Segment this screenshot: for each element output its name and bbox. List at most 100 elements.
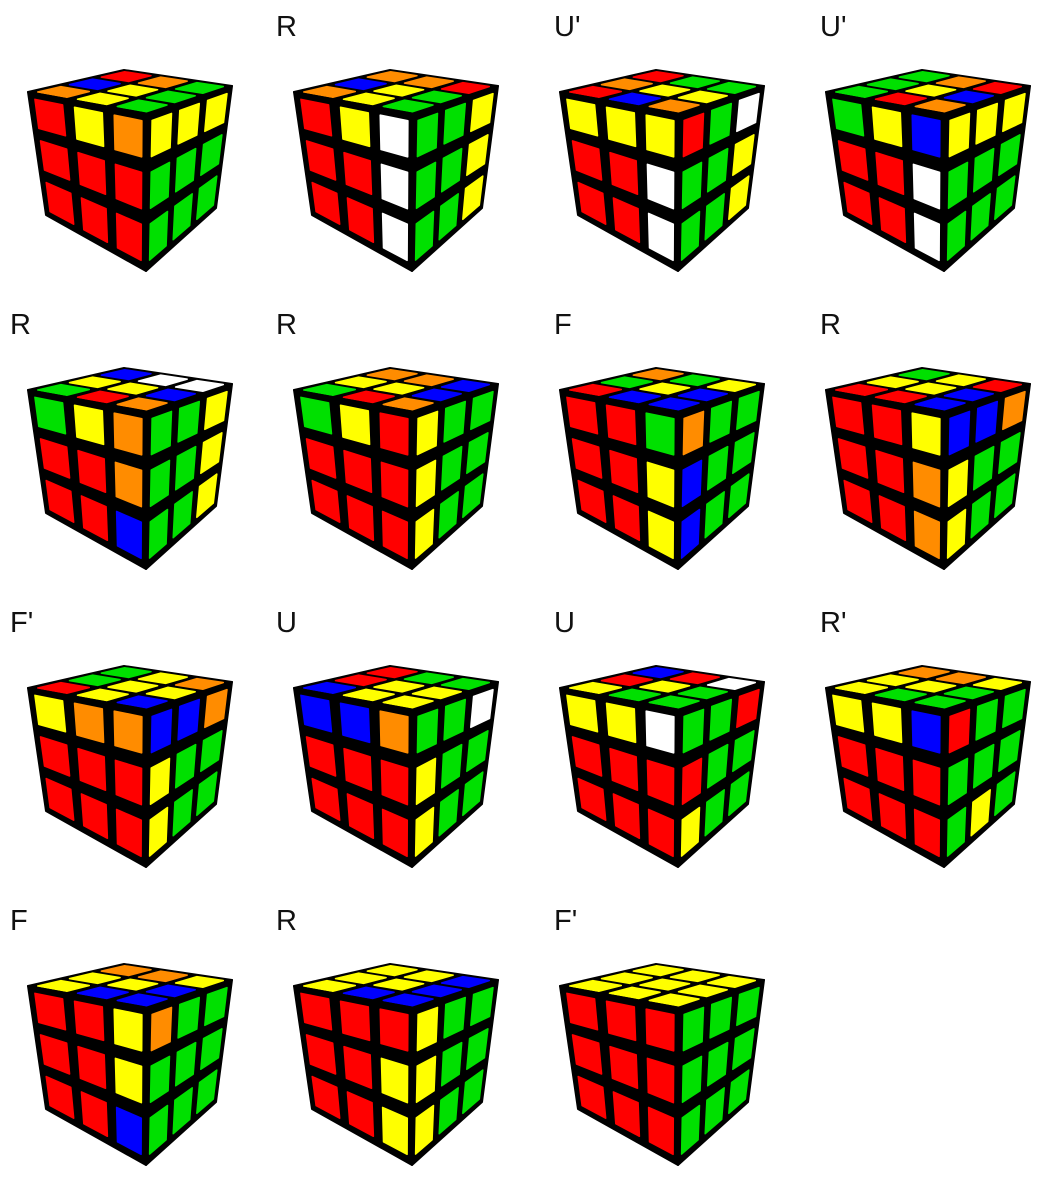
top-sticker: [632, 70, 684, 83]
top-sticker: [600, 78, 653, 91]
right-sticker: [728, 771, 750, 817]
right-sticker: [440, 1041, 463, 1087]
front-sticker: [913, 510, 941, 560]
top-sticker: [403, 76, 454, 89]
right-sticker: [732, 134, 755, 177]
top-sticker: [342, 390, 395, 404]
right-sticker: [970, 789, 991, 837]
right-sticker: [975, 698, 999, 741]
front-sticker: [379, 412, 409, 456]
right-sticker: [1002, 688, 1026, 729]
right-sticker: [196, 1069, 218, 1115]
front-sticker: [646, 759, 675, 806]
right-sticker: [709, 400, 733, 443]
top-sticker: [568, 681, 623, 695]
top-sticker: [677, 388, 728, 402]
right-sticker: [200, 432, 223, 475]
right-sticker: [972, 743, 995, 789]
front-sticker: [912, 163, 941, 210]
top-sticker: [76, 92, 129, 106]
top-sticker: [639, 84, 691, 97]
right-sticker: [416, 112, 439, 158]
front-sticker: [832, 396, 865, 435]
front-sticker: [39, 736, 71, 777]
front-sticker: [837, 438, 869, 479]
right-sticker: [438, 789, 459, 837]
right-sticker: [414, 806, 435, 857]
top-sticker: [366, 368, 418, 381]
right-sticker: [440, 147, 463, 193]
front-sticker: [73, 404, 105, 446]
top-sticker: [440, 677, 491, 691]
cube-step: U': [820, 11, 1031, 272]
front-sticker: [911, 114, 941, 158]
top-sticker: [632, 666, 684, 679]
right-sticker: [709, 698, 733, 741]
top-sticker: [600, 376, 653, 389]
right-sticker: [196, 175, 218, 221]
front-sticker: [113, 114, 143, 158]
right-sticker: [946, 806, 967, 857]
top-sticker: [373, 978, 425, 991]
right-sticker: [415, 459, 437, 508]
right-sticker: [148, 210, 169, 261]
top-sticker: [972, 81, 1023, 95]
right-sticker: [172, 491, 193, 539]
front-sticker: [871, 106, 903, 148]
front-sticker: [114, 1057, 143, 1104]
top-sticker: [905, 84, 957, 97]
top-sticker: [366, 964, 418, 977]
top-sticker: [302, 979, 357, 993]
top-sticker: [342, 688, 395, 702]
right-sticker: [443, 698, 467, 741]
right-sticker: [177, 400, 201, 443]
front-sticker: [832, 694, 865, 733]
right-sticker: [470, 390, 494, 431]
top-sticker: [440, 975, 491, 989]
right-sticker: [972, 147, 995, 193]
right-sticker: [680, 508, 701, 559]
top-sticker: [600, 972, 653, 985]
top-sticker: [972, 677, 1023, 691]
front-sticker: [77, 747, 107, 792]
front-sticker: [115, 510, 143, 560]
right-sticker: [994, 473, 1016, 519]
front-sticker: [878, 793, 907, 840]
right-sticker: [415, 161, 437, 210]
top-sticker: [648, 99, 700, 113]
front-sticker: [837, 736, 869, 777]
right-sticker: [438, 1087, 459, 1135]
cube-step: F: [554, 309, 765, 570]
front-sticker: [45, 777, 75, 821]
front-sticker: [80, 197, 109, 244]
right-sticker: [732, 1028, 755, 1071]
right-sticker: [172, 1087, 193, 1135]
top-sticker: [874, 390, 927, 404]
right-sticker: [415, 1055, 437, 1104]
top-sticker: [608, 390, 661, 404]
right-sticker: [681, 161, 703, 210]
front-sticker: [305, 140, 337, 181]
right-sticker: [680, 806, 701, 857]
front-sticker: [346, 495, 375, 542]
right-sticker: [470, 688, 494, 729]
top-sticker: [116, 397, 168, 411]
right-sticker: [177, 102, 201, 145]
cube-step: R: [276, 309, 499, 570]
front-sticker: [878, 197, 907, 244]
top-sticker: [174, 81, 225, 95]
right-sticker: [704, 491, 725, 539]
move-label: R: [276, 905, 297, 937]
front-sticker: [77, 1045, 107, 1090]
front-sticker: [73, 702, 105, 744]
front-sticker: [566, 98, 599, 137]
right-sticker: [462, 175, 484, 221]
top-sticker: [935, 374, 986, 387]
top-sticker: [382, 993, 434, 1007]
front-sticker: [45, 1075, 75, 1119]
top-sticker: [342, 986, 395, 1000]
right-sticker: [946, 210, 967, 261]
right-sticker: [706, 743, 729, 789]
top-sticker: [677, 90, 728, 104]
